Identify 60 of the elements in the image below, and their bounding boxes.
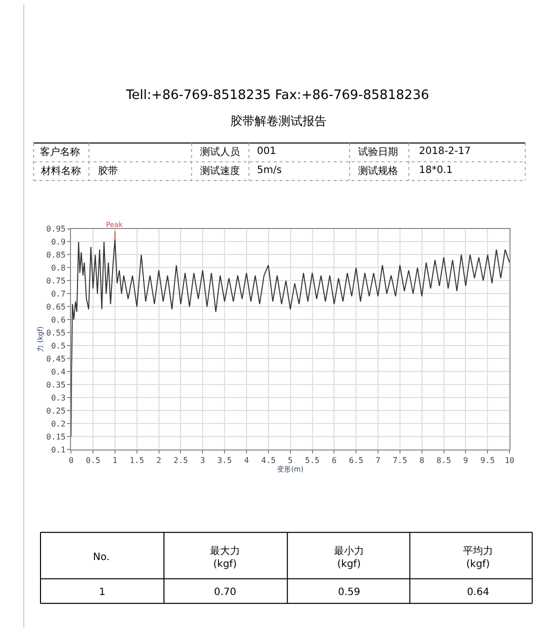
text: 18*0.1 bbox=[419, 165, 453, 176]
y-tick-label: 0.85 bbox=[46, 250, 66, 260]
y-tick-label: 0.9 bbox=[51, 238, 66, 247]
x-tick-label: 10 bbox=[504, 456, 515, 466]
x-tick-label: 1.5 bbox=[130, 456, 144, 466]
y-tick-label: 0.65 bbox=[46, 302, 66, 312]
text: 测试规格 bbox=[358, 165, 398, 177]
x-tick-label: 4.5 bbox=[261, 456, 276, 466]
y-tick-label: 0.6 bbox=[51, 315, 66, 324]
text: Tell:+86-769-8518235 Fax:+86-769-85818236 bbox=[125, 88, 430, 103]
text: No. bbox=[93, 552, 110, 563]
y-tick-label: 0.3 bbox=[51, 393, 66, 402]
y-tick-label: 0.15 bbox=[46, 432, 66, 442]
x-tick-label: 5.5 bbox=[305, 456, 320, 466]
y-tick-label: 0.1 bbox=[51, 445, 66, 454]
x-tick-label: 6 bbox=[332, 456, 337, 466]
y-tick-label: 0.35 bbox=[46, 380, 66, 390]
x-tick-label: 0 bbox=[68, 456, 74, 466]
x-tick-label: 5 bbox=[288, 456, 293, 466]
text: 最大力 (kgf) bbox=[210, 545, 240, 570]
text: 0.70 bbox=[214, 587, 236, 598]
text: 0.59 bbox=[338, 587, 360, 598]
text: 5m/s bbox=[257, 165, 282, 176]
x-tick-label: 4 bbox=[244, 456, 250, 466]
x-tick-label: 3 bbox=[200, 456, 206, 466]
x-tick-label: 2.5 bbox=[174, 456, 188, 466]
x-tick-label: 3.5 bbox=[217, 456, 232, 466]
y-tick-label: 0.95 bbox=[46, 224, 66, 234]
text: 1 bbox=[99, 587, 106, 598]
text: 试验日期 bbox=[358, 146, 398, 158]
x-tick-label: 1 bbox=[112, 456, 118, 466]
text: 001 bbox=[257, 146, 276, 157]
x-tick-label: 9.5 bbox=[480, 456, 496, 466]
text: 最小力 (kgf) bbox=[334, 545, 364, 570]
y-tick-label: 0.75 bbox=[46, 276, 66, 286]
x-tick-label: 0.5 bbox=[86, 456, 100, 466]
chart-title: 胶带解卷测试报告 bbox=[230, 114, 326, 128]
text: 测试人员 bbox=[200, 146, 240, 158]
x-tick-label: 7.5 bbox=[392, 456, 408, 466]
x-tick-label: 6.5 bbox=[348, 456, 364, 466]
text: 胶带 bbox=[98, 165, 118, 177]
x-tick-label: 8.5 bbox=[436, 456, 452, 466]
y-tick-label: 0.55 bbox=[46, 328, 66, 338]
x-tick-label: 9 bbox=[463, 456, 468, 466]
text: 2018-2-17 bbox=[419, 146, 471, 157]
x-tick-label: 2 bbox=[156, 456, 162, 466]
y-tick-label: 0.2 bbox=[51, 419, 66, 428]
y-tick-label: 0.5 bbox=[51, 341, 66, 350]
y-tick-label: 0.7 bbox=[51, 290, 66, 299]
text: 平均力 (kgf) bbox=[463, 545, 493, 570]
text: 客户名称 bbox=[40, 146, 80, 158]
y-tick-label: 0.4 bbox=[51, 367, 66, 376]
text: 材料名称 bbox=[40, 165, 81, 177]
y-tick-label: 0.45 bbox=[46, 354, 66, 364]
y-tick-label: 0.25 bbox=[46, 406, 66, 416]
text: 0.64 bbox=[467, 587, 490, 598]
x-tick-label: 8 bbox=[419, 456, 424, 466]
y-tick-label: 0.8 bbox=[51, 264, 66, 273]
text: 测试速度 bbox=[200, 165, 240, 177]
x-tick-label: 7 bbox=[376, 456, 381, 466]
